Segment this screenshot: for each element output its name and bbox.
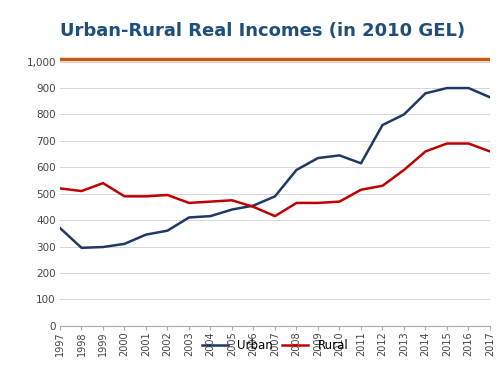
Text: Urban-Rural Real Incomes (in 2010 GEL): Urban-Rural Real Incomes (in 2010 GEL) <box>60 22 465 40</box>
Legend: Urban, Rural: Urban, Rural <box>197 334 353 356</box>
